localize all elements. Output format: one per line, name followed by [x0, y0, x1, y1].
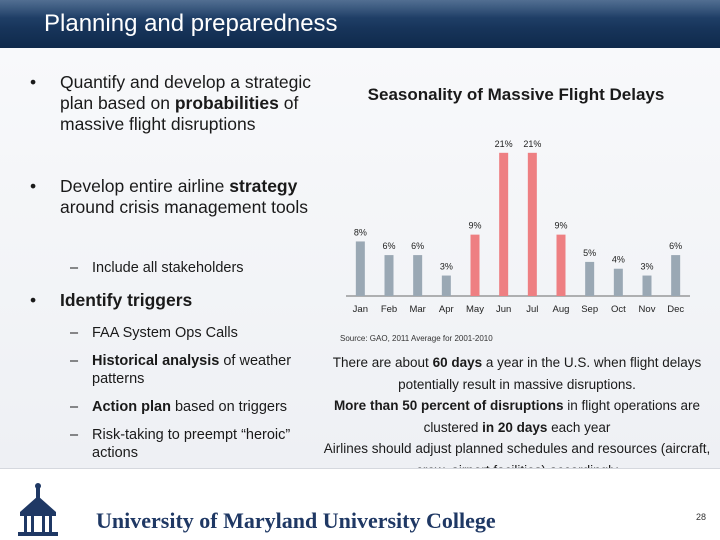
bold-text: in 20 days: [482, 419, 548, 435]
bullet-text: Risk-taking to preempt “heroic” actions: [92, 426, 322, 462]
footer-divider: [0, 468, 720, 469]
bar-value-label: 4%: [612, 255, 625, 265]
text-run: around crisis management tools: [60, 197, 309, 217]
bar-value-label: 9%: [468, 221, 481, 231]
seasonality-bar-chart: 8% Jan 6% Feb 6% Mar 3% Apr 9% May 21% Jun 21% Jul 9% A…: [346, 139, 690, 315]
text-run: in flight operations are clustered: [423, 398, 701, 435]
bar-mar: [413, 255, 423, 296]
text-run: of massive flight disruptions: [60, 93, 299, 134]
x-tick-label: May: [466, 304, 484, 315]
text-run: Include all stakeholders: [92, 260, 244, 276]
bullet-dash: –: [70, 427, 79, 443]
text-run: of weather patterns: [92, 353, 292, 387]
x-tick-label: Mar: [409, 304, 425, 315]
bold-text: Identify triggers: [60, 290, 193, 310]
x-tick-label: Aug: [553, 304, 570, 315]
bar-value-label: 6%: [382, 241, 395, 251]
university-seal-logo: [18, 483, 58, 536]
x-tick-label: Oct: [611, 304, 626, 315]
bold-text: strategy: [229, 176, 298, 196]
bullet-text: Historical analysis of weather patterns: [92, 352, 322, 388]
bullet-text: Include all stakeholders: [92, 259, 322, 277]
bullet-dot: •: [30, 72, 37, 92]
bar-value-label: 5%: [583, 248, 596, 258]
bar-value-label: 3%: [440, 262, 453, 272]
text-run: FAA System Ops Calls: [92, 325, 238, 341]
slide-header: Planning and preparedness: [0, 0, 720, 48]
text-run: Risk-taking to preempt “heroic” actions: [92, 427, 291, 461]
bullet-dash: –: [70, 353, 79, 369]
text-run: each year: [547, 419, 611, 435]
text-run: based on triggers: [170, 399, 288, 415]
bullet-dash: –: [70, 260, 79, 276]
bullet-dash: –: [70, 399, 79, 415]
bar-value-label: 21%: [495, 139, 513, 149]
slide-footer: University of Maryland University Colleg…: [0, 468, 720, 540]
bar-value-label: 8%: [354, 227, 367, 237]
summary-paragraph: There are about 60 days a year in the U.…: [322, 352, 712, 395]
slide-title: Planning and preparedness: [44, 10, 338, 37]
bar-aug: [556, 234, 566, 296]
bar-oct: [613, 268, 623, 296]
page-number: 28: [695, 512, 706, 522]
text-run: There are about: [332, 355, 433, 370]
x-tick-label: Jul: [526, 304, 538, 315]
bullet-dash: –: [70, 325, 79, 341]
x-tick-label: Feb: [381, 304, 397, 315]
x-tick-label: Sep: [581, 304, 598, 315]
bullet-text: Develop entire airline strategy around c…: [60, 176, 315, 218]
chart-title: Seasonality of Massive Flight Delays: [367, 85, 665, 104]
bar-jan: [355, 241, 365, 296]
bullet-dot: •: [30, 176, 37, 196]
bold-text: 60 days: [432, 355, 483, 370]
bullet-text: Quantify and develop a strategic plan ba…: [60, 72, 315, 135]
bar-value-label: 21%: [523, 139, 541, 149]
bar-jun: [499, 152, 509, 296]
bullet-text: FAA System Ops Calls: [92, 324, 322, 342]
bold-text: Historical analysis: [92, 353, 220, 369]
bar-jul: [527, 152, 537, 296]
bar-nov: [642, 275, 652, 296]
university-name: University of Maryland University Colleg…: [96, 508, 496, 533]
bar-value-label: 6%: [669, 241, 682, 251]
bullet-dot: •: [30, 290, 37, 310]
bold-text: Action plan: [92, 399, 171, 415]
summary-text: There are about 60 days a year in the U.…: [322, 352, 712, 481]
text-run: Quantify and develop a strategic plan ba…: [60, 72, 311, 113]
bar-value-label: 3%: [640, 262, 653, 272]
bar-apr: [441, 275, 451, 296]
x-tick-label: Jun: [496, 304, 511, 315]
bold-text: probabilities: [174, 93, 279, 113]
chart-source-note: Source: GAO, 2011 Average for 2001-2010: [340, 334, 493, 343]
bold-text: More than 50 percent of disruptions: [333, 398, 564, 413]
header-gloss: [0, 0, 720, 18]
bar-sep: [585, 261, 595, 296]
bar-may: [470, 234, 480, 296]
text-run: a year in the U.S. when flight delays po…: [398, 355, 702, 392]
bar-value-label: 9%: [554, 221, 567, 231]
bar-value-label: 6%: [411, 241, 424, 251]
bar-feb: [384, 255, 394, 296]
bar-dec: [671, 255, 681, 296]
x-tick-label: Nov: [639, 304, 656, 315]
bullet-text: Identify triggers: [60, 290, 315, 311]
x-tick-label: Dec: [667, 304, 684, 315]
text-run: Develop entire airline: [60, 176, 230, 196]
bullet-text: Action plan based on triggers: [92, 398, 322, 416]
summary-paragraph: More than 50 percent of disruptions in f…: [322, 395, 712, 438]
x-tick-label: Apr: [439, 304, 454, 315]
x-tick-label: Jan: [353, 304, 368, 315]
